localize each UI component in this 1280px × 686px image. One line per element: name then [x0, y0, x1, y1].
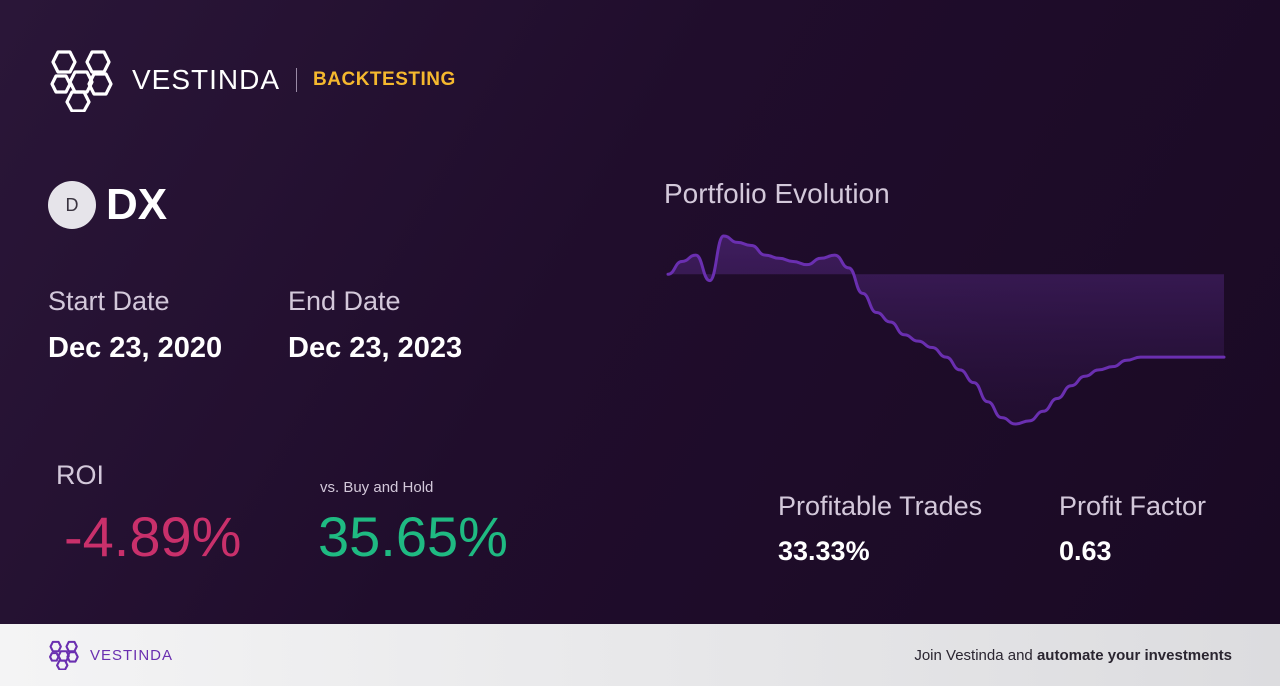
profitable-trades-value: 33.33%	[778, 536, 870, 566]
portfolio-chart	[666, 234, 1226, 426]
chart-title: Portfolio Evolution	[664, 178, 890, 209]
ticker: D DX	[48, 180, 167, 230]
end-date-value: Dec 23, 2023	[288, 332, 463, 364]
profitable-trades-label: Profitable Trades	[778, 491, 983, 521]
footer-brand-name: VESTINDA	[90, 646, 174, 664]
backtest-card: VESTINDA BACKTESTING D DX Start Date Dec…	[0, 0, 1280, 624]
start-date-value: Dec 23, 2020	[48, 332, 223, 364]
start-date-label: Start Date	[48, 286, 170, 316]
profit-factor-label: Profit Factor	[1059, 491, 1207, 521]
brand-header: VESTINDA BACKTESTING	[48, 48, 456, 112]
vestinda-logo-icon	[50, 50, 113, 112]
brand-divider	[296, 68, 298, 92]
footer-cta[interactable]: Join Vestinda and automate your investme…	[914, 647, 1232, 664]
footer-cta-bold: automate your investments	[1036, 646, 1232, 664]
buy-hold-label: vs. Buy and Hold	[320, 479, 434, 496]
section-label: BACKTESTING	[313, 69, 456, 90]
roi-label: ROI	[56, 460, 105, 490]
ticker-symbol: DX	[106, 180, 168, 229]
buy-hold-value: 35.65%	[318, 505, 508, 568]
roi-value: -4.89%	[64, 505, 242, 568]
vestinda-logo-icon	[49, 640, 79, 670]
ticker-avatar: D	[48, 181, 96, 229]
footer: VESTINDA Join Vestinda and automate your…	[0, 624, 1280, 686]
chart-line	[666, 234, 1226, 426]
profit-factor-value: 0.63	[1059, 536, 1112, 566]
end-date-label: End Date	[288, 286, 401, 316]
footer-brand[interactable]: VESTINDA	[48, 640, 173, 670]
footer-cta-prefix: Join Vestinda and	[914, 646, 1037, 664]
brand-name: VESTINDA	[132, 64, 281, 95]
chart-area	[668, 236, 1224, 424]
